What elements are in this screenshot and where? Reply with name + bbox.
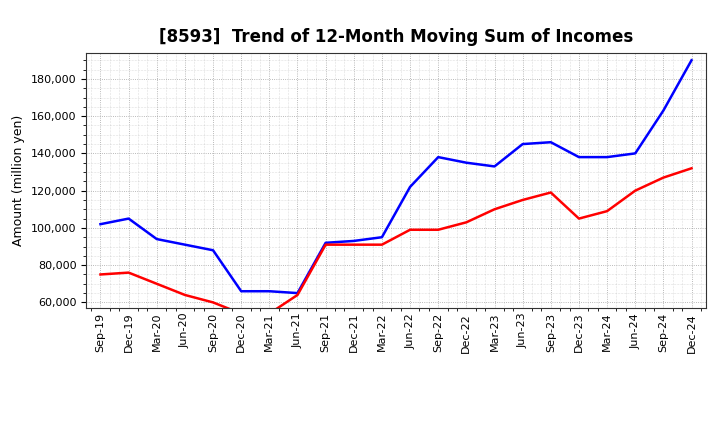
Ordinary Income [209,248,217,253]
Ordinary Income [687,58,696,63]
Ordinary Income [377,235,386,240]
Ordinary Income [631,151,639,156]
Net Income [377,242,386,247]
Net Income [237,311,246,316]
Net Income [181,292,189,297]
Line: Net Income: Net Income [101,168,691,314]
Net Income [631,188,639,193]
Net Income [603,209,611,214]
Ordinary Income [181,242,189,247]
Ordinary Income [153,236,161,242]
Y-axis label: Amount (million yen): Amount (million yen) [12,115,25,246]
Ordinary Income [321,240,330,246]
Net Income [462,220,471,225]
Net Income [209,300,217,305]
Ordinary Income [237,289,246,294]
Ordinary Income [518,141,527,147]
Net Income [659,175,667,180]
Net Income [546,190,555,195]
Net Income [265,311,274,316]
Net Income [153,281,161,286]
Line: Ordinary Income: Ordinary Income [101,60,691,293]
Net Income [575,216,583,221]
Net Income [490,207,499,212]
Net Income [349,242,358,247]
Ordinary Income [434,154,443,160]
Ordinary Income [406,184,415,190]
Title: [8593]  Trend of 12-Month Moving Sum of Incomes: [8593] Trend of 12-Month Moving Sum of I… [159,28,633,46]
Net Income [406,227,415,232]
Ordinary Income [462,160,471,165]
Legend: Ordinary Income, Net Income: Ordinary Income, Net Income [243,437,549,440]
Ordinary Income [349,238,358,244]
Ordinary Income [125,216,133,221]
Ordinary Income [490,164,499,169]
Net Income [321,242,330,247]
Net Income [125,270,133,275]
Ordinary Income [96,221,105,227]
Net Income [96,272,105,277]
Net Income [293,292,302,297]
Ordinary Income [603,154,611,160]
Ordinary Income [575,154,583,160]
Net Income [518,197,527,202]
Ordinary Income [265,289,274,294]
Net Income [434,227,443,232]
Ordinary Income [293,290,302,296]
Net Income [687,165,696,171]
Ordinary Income [546,139,555,145]
Ordinary Income [659,108,667,113]
